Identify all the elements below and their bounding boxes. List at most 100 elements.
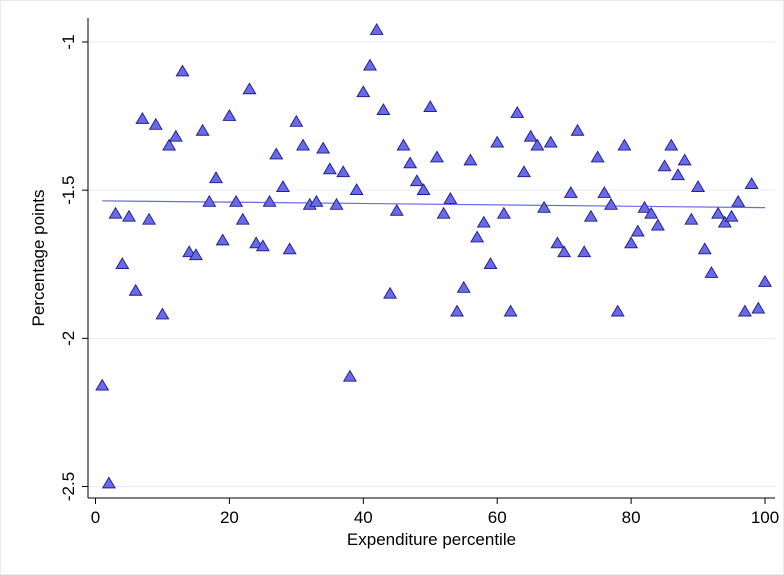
data-point bbox=[724, 209, 739, 222]
data-point bbox=[322, 162, 337, 175]
data-point bbox=[235, 212, 250, 225]
data-point bbox=[115, 257, 130, 270]
data-point bbox=[188, 248, 203, 261]
data-point bbox=[229, 194, 244, 207]
data-point bbox=[476, 215, 491, 228]
y-tick-label: -2.5 bbox=[59, 472, 78, 501]
data-point bbox=[289, 114, 304, 127]
data-point bbox=[389, 203, 404, 216]
data-point bbox=[423, 100, 438, 112]
y-axis-title: Percentage points bbox=[29, 189, 48, 326]
data-point bbox=[121, 209, 136, 222]
data-point bbox=[282, 242, 297, 255]
x-axis-title: Expenditure percentile bbox=[347, 530, 516, 549]
data-point bbox=[215, 233, 230, 246]
data-point bbox=[530, 138, 545, 151]
data-point bbox=[195, 123, 210, 136]
data-point bbox=[383, 286, 398, 299]
data-point bbox=[570, 123, 585, 136]
data-point bbox=[523, 129, 538, 142]
data-point bbox=[342, 369, 357, 382]
data-point bbox=[135, 111, 150, 124]
data-point bbox=[108, 206, 123, 219]
data-point bbox=[711, 206, 726, 219]
data-point bbox=[249, 236, 264, 249]
data-point bbox=[450, 304, 465, 317]
data-point bbox=[604, 197, 619, 210]
data-point bbox=[376, 103, 391, 115]
data-points bbox=[95, 23, 772, 489]
data-point bbox=[650, 218, 665, 231]
data-point bbox=[537, 200, 552, 213]
data-point bbox=[590, 150, 605, 163]
data-point bbox=[470, 230, 485, 243]
fit-line bbox=[102, 200, 766, 209]
data-point bbox=[242, 82, 257, 95]
data-point bbox=[349, 183, 364, 195]
data-point bbox=[503, 304, 518, 317]
data-point bbox=[644, 206, 659, 219]
y-tick-label: -1 bbox=[59, 34, 78, 49]
data-point bbox=[369, 23, 384, 35]
data-point bbox=[670, 168, 685, 181]
data-point bbox=[463, 153, 478, 166]
data-point bbox=[175, 64, 190, 77]
data-point bbox=[409, 174, 424, 187]
x-tick-label: 100 bbox=[751, 508, 779, 527]
data-point bbox=[610, 304, 625, 317]
data-point bbox=[316, 141, 331, 154]
data-point bbox=[516, 165, 531, 178]
data-point bbox=[496, 206, 511, 219]
data-point bbox=[737, 304, 752, 317]
data-point bbox=[162, 138, 177, 151]
data-point bbox=[209, 171, 223, 184]
data-point bbox=[329, 197, 344, 210]
data-point bbox=[583, 209, 598, 222]
x-tick-label: 20 bbox=[220, 508, 239, 527]
x-tick-label: 0 bbox=[91, 508, 100, 527]
data-point bbox=[758, 274, 772, 287]
grid-lines bbox=[88, 41, 775, 487]
data-point bbox=[717, 215, 732, 228]
data-point bbox=[356, 85, 371, 98]
ticks: -1 -1.5 -2 -2.5 0 20 40 60 80 100 bbox=[59, 34, 779, 527]
data-point bbox=[563, 186, 578, 198]
data-point bbox=[182, 245, 197, 258]
data-point bbox=[577, 245, 592, 258]
data-point bbox=[483, 257, 498, 270]
data-point bbox=[704, 266, 719, 278]
x-tick-label: 40 bbox=[354, 508, 373, 527]
data-point bbox=[630, 224, 645, 237]
data-point bbox=[255, 239, 270, 252]
data-point bbox=[155, 307, 170, 320]
data-point bbox=[443, 191, 458, 204]
data-point bbox=[510, 106, 525, 118]
data-point bbox=[436, 206, 451, 219]
data-point bbox=[309, 194, 324, 207]
data-point bbox=[148, 117, 163, 130]
data-point bbox=[396, 138, 411, 151]
data-point bbox=[691, 180, 706, 192]
x-tick-label: 80 bbox=[622, 508, 641, 527]
data-point bbox=[751, 301, 766, 314]
data-point bbox=[744, 177, 759, 190]
data-point bbox=[543, 135, 558, 148]
data-point bbox=[128, 283, 143, 296]
data-point bbox=[550, 236, 565, 249]
data-point bbox=[101, 476, 116, 489]
data-point bbox=[95, 378, 110, 391]
data-point bbox=[262, 194, 277, 207]
data-point bbox=[617, 138, 632, 151]
data-point bbox=[142, 212, 157, 225]
data-point bbox=[336, 165, 351, 178]
x-tick-label: 60 bbox=[488, 508, 507, 527]
data-point bbox=[677, 153, 692, 166]
data-point bbox=[664, 138, 679, 151]
data-point bbox=[416, 183, 431, 195]
data-point bbox=[731, 194, 746, 207]
data-point bbox=[697, 242, 712, 255]
data-point bbox=[363, 58, 377, 71]
data-point bbox=[657, 159, 672, 172]
